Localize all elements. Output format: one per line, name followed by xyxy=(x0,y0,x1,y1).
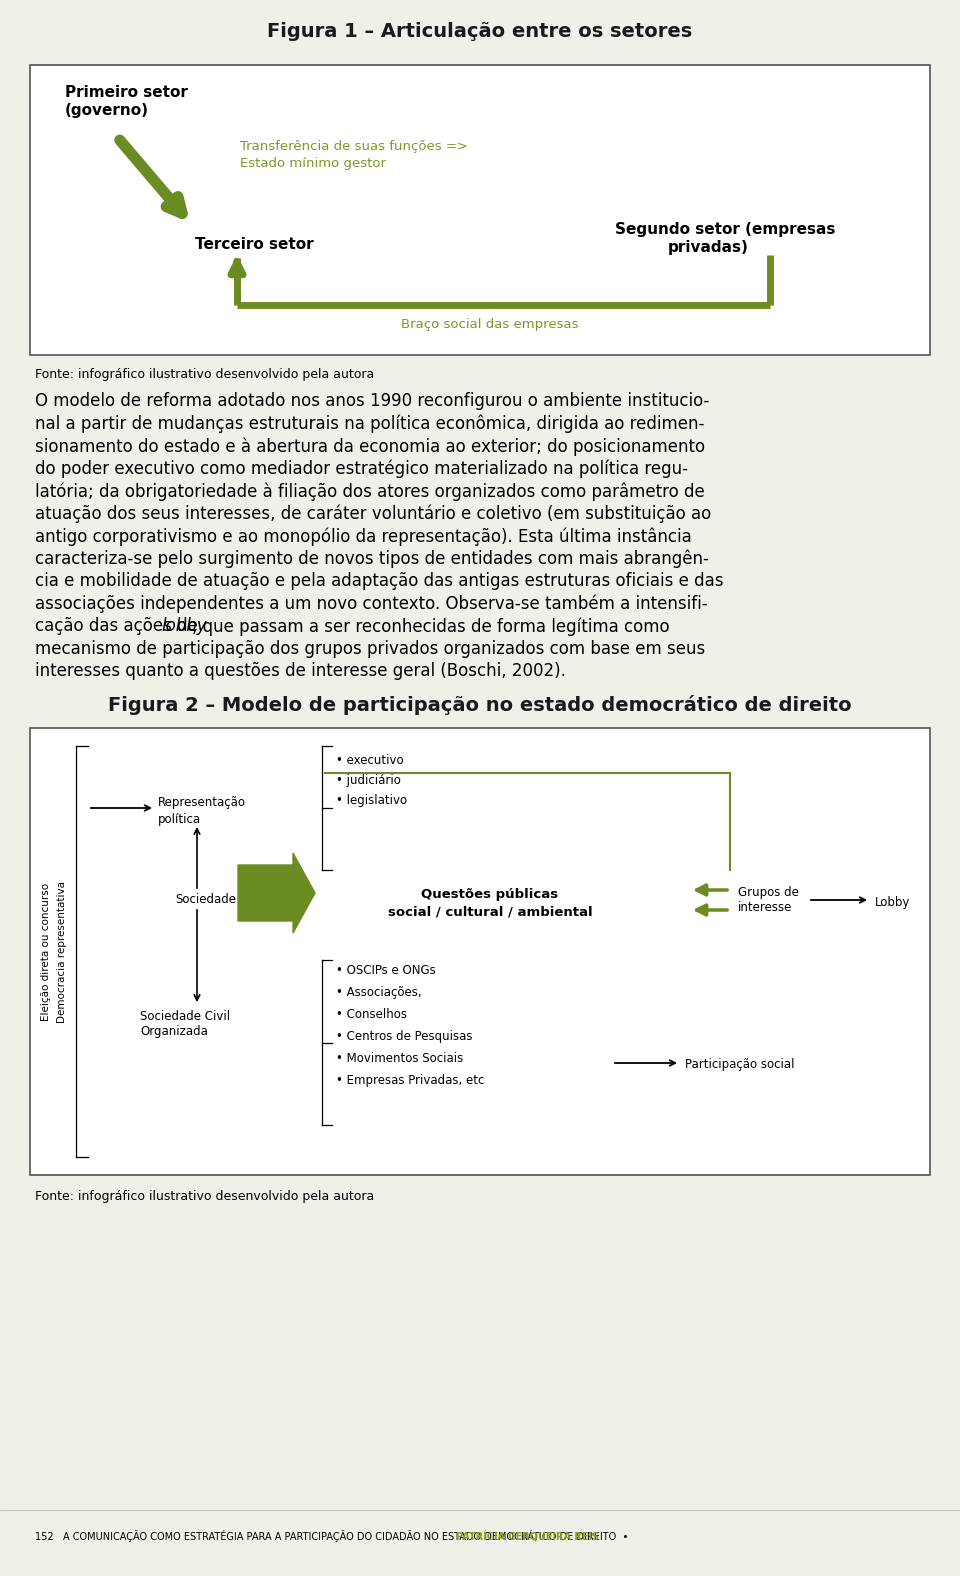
Text: Terceiro setor: Terceiro setor xyxy=(195,236,314,252)
Text: interesses quanto a questões de interesse geral (Boschi, 2002).: interesses quanto a questões de interess… xyxy=(35,662,565,679)
Text: • legislativo: • legislativo xyxy=(336,794,407,807)
Text: Braço social das empresas: Braço social das empresas xyxy=(401,318,579,331)
Text: O modelo de reforma adotado nos anos 1990 reconfigurou o ambiente institucio-: O modelo de reforma adotado nos anos 199… xyxy=(35,392,709,410)
Text: Sociedade: Sociedade xyxy=(175,894,236,906)
Text: Eleição direta ou concurso: Eleição direta ou concurso xyxy=(41,883,51,1021)
Text: • OSCIPs e ONGs: • OSCIPs e ONGs xyxy=(336,965,436,977)
Text: Questões públicas: Questões públicas xyxy=(421,887,559,901)
Text: • Empresas Privadas, etc: • Empresas Privadas, etc xyxy=(336,1073,485,1087)
Text: atuação dos seus interesses, de caráter voluntário e coletivo (em substituição a: atuação dos seus interesses, de caráter … xyxy=(35,504,711,523)
Text: Fonte: infográfico ilustrativo desenvolvido pela autora: Fonte: infográfico ilustrativo desenvolv… xyxy=(35,369,374,381)
Text: • executivo: • executivo xyxy=(336,753,403,768)
Text: Organizada: Organizada xyxy=(140,1024,208,1039)
Text: Figura 2 – Modelo de participação no estado democrático de direito: Figura 2 – Modelo de participação no est… xyxy=(108,695,852,716)
Bar xyxy=(30,65,930,355)
Text: sionamento do estado e à abertura da economia ao exterior; do posicionamento: sionamento do estado e à abertura da eco… xyxy=(35,437,706,455)
Text: Estado mínimo gestor: Estado mínimo gestor xyxy=(240,158,386,170)
Text: social / cultural / ambiental: social / cultural / ambiental xyxy=(388,905,592,917)
Text: 152   A COMUNICAÇÃO COMO ESTRATÉGIA PARA A PARTICIPAÇÃO DO CIDADÃO NO ESTADO DEM: 152 A COMUNICAÇÃO COMO ESTRATÉGIA PARA A… xyxy=(35,1530,635,1541)
Text: cação das ações de: cação das ações de xyxy=(35,616,204,635)
Text: • Conselhos: • Conselhos xyxy=(336,1009,407,1021)
Text: latória; da obrigatoriedade à filiação dos atores organizados como parâmetro de: latória; da obrigatoriedade à filiação d… xyxy=(35,482,705,501)
Text: associações independentes a um novo contexto. Observa-se também a intensifi-: associações independentes a um novo cont… xyxy=(35,594,708,613)
Text: caracteriza-se pelo surgimento de novos tipos de entidades com mais abrangên-: caracteriza-se pelo surgimento de novos … xyxy=(35,550,708,567)
Text: política: política xyxy=(158,813,202,826)
Text: privadas): privadas) xyxy=(668,240,749,255)
Text: Democracia representativa: Democracia representativa xyxy=(57,881,67,1023)
Text: • judiciário: • judiciário xyxy=(336,774,401,786)
Text: Sociedade Civil: Sociedade Civil xyxy=(140,1010,230,1023)
Text: Primeiro setor: Primeiro setor xyxy=(65,85,188,99)
Text: Lobby: Lobby xyxy=(875,897,910,909)
Text: • Movimentos Sociais: • Movimentos Sociais xyxy=(336,1053,464,1065)
Text: PATRÍCIA CERQUEIRA REIS: PATRÍCIA CERQUEIRA REIS xyxy=(456,1530,599,1541)
Text: (governo): (governo) xyxy=(65,102,149,118)
Text: • Centros de Pesquisas: • Centros de Pesquisas xyxy=(336,1031,472,1043)
Bar xyxy=(30,728,930,1176)
Text: antigo corporativismo e ao monopólio da representação). Esta última instância: antigo corporativismo e ao monopólio da … xyxy=(35,526,692,545)
Text: Fonte: infográfico ilustrativo desenvolvido pela autora: Fonte: infográfico ilustrativo desenvolv… xyxy=(35,1190,374,1202)
Text: mecanismo de participação dos grupos privados organizados com base em seus: mecanismo de participação dos grupos pri… xyxy=(35,640,706,657)
Text: do poder executivo como mediador estratégico materializado na política regu-: do poder executivo como mediador estraté… xyxy=(35,460,688,478)
Text: Participação social: Participação social xyxy=(685,1057,795,1072)
Polygon shape xyxy=(238,853,315,933)
Text: • Associações,: • Associações, xyxy=(336,987,421,999)
Text: Transferência de suas funções =>: Transferência de suas funções => xyxy=(240,140,468,153)
Text: Segundo setor (empresas: Segundo setor (empresas xyxy=(615,222,835,236)
Text: nal a partir de mudanças estruturais na política econômica, dirigida ao redimen-: nal a partir de mudanças estruturais na … xyxy=(35,414,705,433)
Text: lobby: lobby xyxy=(161,616,207,635)
Text: Grupos de
interesse: Grupos de interesse xyxy=(738,886,799,914)
Text: cia e mobilidade de atuação e pela adaptação das antigas estruturas oficiais e d: cia e mobilidade de atuação e pela adapt… xyxy=(35,572,724,589)
Text: Representação: Representação xyxy=(158,796,246,808)
Text: , que passam a ser reconhecidas de forma legítima como: , que passam a ser reconhecidas de forma… xyxy=(192,616,669,635)
Text: Figura 1 – Articulação entre os setores: Figura 1 – Articulação entre os setores xyxy=(268,22,692,41)
